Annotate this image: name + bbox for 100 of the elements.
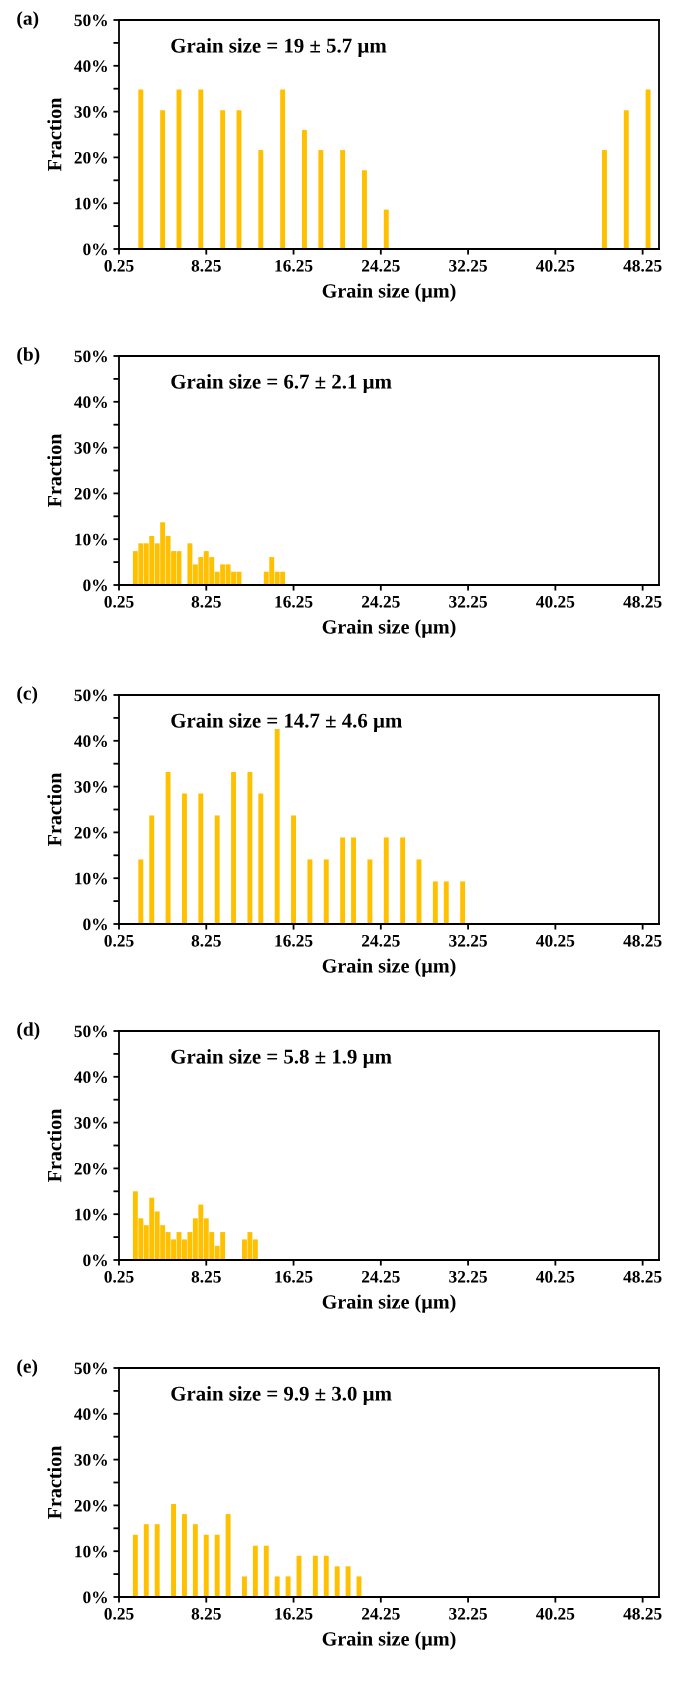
bar xyxy=(165,771,171,924)
bar xyxy=(623,110,629,249)
bar xyxy=(362,170,367,249)
bar xyxy=(160,110,166,249)
x-tick-label: 24.25 xyxy=(362,1607,400,1620)
bar xyxy=(214,1534,220,1597)
bar xyxy=(220,110,226,249)
x-tick-label: 40.25 xyxy=(536,934,575,947)
bar xyxy=(263,1545,269,1597)
y-tick-label: 50% xyxy=(74,689,107,702)
bar xyxy=(143,1524,149,1597)
bar xyxy=(602,150,607,249)
bar xyxy=(291,815,296,924)
x-tick-label: 0.25 xyxy=(104,1270,134,1283)
annotation: Grain size = 9.9 ± 3.0 µm xyxy=(171,1386,392,1405)
bar xyxy=(460,881,466,924)
annotation: Grain size = 19 ± 5.7 µm xyxy=(171,38,387,57)
x-tick-label: 0.25 xyxy=(104,1607,134,1620)
y-tick-label: 20% xyxy=(74,1499,107,1512)
bar xyxy=(274,1576,280,1597)
bar xyxy=(138,859,144,924)
bar xyxy=(280,89,286,249)
x-tick-label: 16.25 xyxy=(275,259,313,272)
x-tick-label: 48.25 xyxy=(623,934,662,947)
bar xyxy=(203,1534,209,1597)
y-tick-label: 30% xyxy=(74,1117,107,1129)
x-tick-label: 48.25 xyxy=(623,259,662,272)
annotation: Grain size = 14.7 ± 4.6 µm xyxy=(171,713,402,732)
bar xyxy=(285,1576,291,1597)
x-tick-label: 16.25 xyxy=(275,934,313,947)
chart-title: (a) xyxy=(17,11,39,29)
bar xyxy=(274,728,280,924)
bar xyxy=(334,1566,340,1597)
bar xyxy=(258,150,264,249)
x-tick-label: 40.25 xyxy=(536,259,575,272)
bar xyxy=(138,89,144,249)
y-tick-label: 20% xyxy=(74,487,107,500)
y-tick-label: 50% xyxy=(74,350,107,363)
bar xyxy=(198,793,204,924)
y-tick-label: 10% xyxy=(75,872,107,885)
bar xyxy=(367,859,373,924)
y-tick-label: 40% xyxy=(74,60,107,73)
x-tick-label: 40.25 xyxy=(536,595,575,608)
chart-title: (d) xyxy=(17,1022,40,1040)
y-tick-label: 0% xyxy=(83,1591,107,1604)
y-tick-label: 40% xyxy=(74,735,107,748)
x-tick-label: 24.25 xyxy=(362,595,400,608)
y-tick-label: 20% xyxy=(74,151,107,164)
x-tick-label: 48.25 xyxy=(623,1607,662,1620)
y-tick-label: 50% xyxy=(74,1362,107,1375)
x-tick-label: 40.25 xyxy=(536,1607,575,1620)
x-tick-label: 16.25 xyxy=(275,1270,313,1283)
x-tick-label: 0.25 xyxy=(104,595,134,608)
y-tick-label: 30% xyxy=(74,781,107,793)
x-axis-title: Grain size (µm) xyxy=(322,958,456,977)
chart-title: (b) xyxy=(17,347,40,365)
bar xyxy=(132,1534,138,1597)
bar xyxy=(340,150,346,249)
x-tick-label: 8.25 xyxy=(191,1270,221,1283)
y-tick-label: 10% xyxy=(75,533,107,546)
y-tick-label: 10% xyxy=(75,1208,107,1221)
x-tick-label: 24.25 xyxy=(362,1270,400,1283)
x-axis-title: Grain size (µm) xyxy=(322,1294,456,1313)
y-tick-label: 30% xyxy=(74,106,107,118)
bar xyxy=(400,837,406,924)
bar xyxy=(383,837,389,924)
y-tick-label: 40% xyxy=(74,1071,107,1084)
bar xyxy=(225,1514,231,1597)
bar xyxy=(312,1555,318,1597)
bar xyxy=(323,859,329,924)
y-axis-title: Fraction xyxy=(47,433,62,508)
y-tick-label: 0% xyxy=(83,1254,107,1267)
x-tick-label: 48.25 xyxy=(623,1270,662,1283)
y-tick-label: 20% xyxy=(74,1162,107,1175)
x-tick-label: 32.25 xyxy=(449,934,487,947)
x-tick-label: 32.25 xyxy=(449,259,487,272)
y-tick-label: 30% xyxy=(74,1454,107,1466)
bar xyxy=(351,837,356,924)
y-axis-title: Fraction xyxy=(47,1445,62,1520)
x-tick-label: 16.25 xyxy=(275,1607,313,1620)
x-tick-label: 24.25 xyxy=(362,259,400,272)
y-tick-label: 50% xyxy=(74,1025,107,1038)
y-tick-label: 0% xyxy=(83,918,107,931)
bar xyxy=(302,129,307,249)
x-tick-label: 32.25 xyxy=(449,1270,487,1283)
bar xyxy=(198,89,204,249)
bar xyxy=(192,1524,198,1597)
x-axis-title: Grain size (µm) xyxy=(322,1631,456,1650)
bar xyxy=(258,793,264,924)
bar xyxy=(645,89,651,249)
x-tick-label: 0.25 xyxy=(104,934,134,947)
bar xyxy=(182,793,187,924)
x-tick-label: 48.25 xyxy=(623,595,662,608)
x-tick-label: 0.25 xyxy=(104,259,134,272)
x-tick-label: 8.25 xyxy=(191,595,221,608)
x-axis-title: Grain size (µm) xyxy=(322,619,456,638)
x-tick-label: 8.25 xyxy=(191,1607,221,1620)
bar xyxy=(154,1524,160,1597)
chart-title: (c) xyxy=(17,686,38,704)
bar xyxy=(340,837,346,924)
